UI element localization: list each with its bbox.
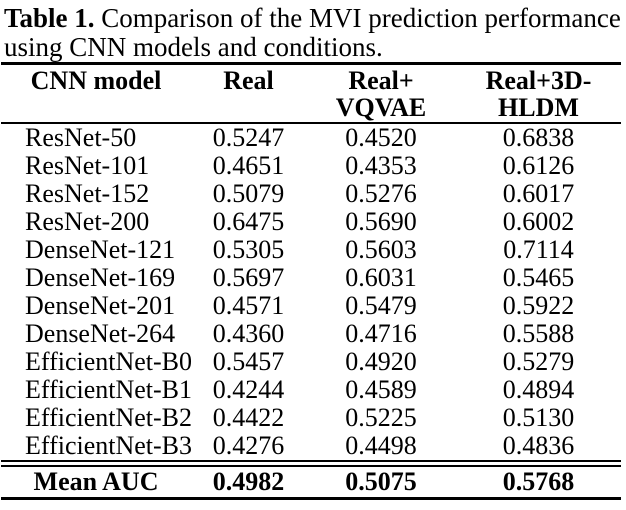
model-cell: EfficientNet-B1 [25, 375, 193, 404]
table-row: DenseNet-121 0.5305 0.5603 0.7114 [1, 236, 621, 264]
caption-label: Table 1. [4, 3, 95, 33]
mean-auc-real-cell: 0.4982 [191, 460, 306, 499]
real-vqvae-cell: 0.4920 [345, 347, 417, 376]
table-row: DenseNet-264 0.4360 0.4716 0.5588 [1, 320, 621, 348]
mean-auc-real-3d-hldm-cell: 0.5768 [456, 460, 621, 499]
real-3d-hldm-cell: 0.6017 [502, 179, 575, 208]
real-cell: 0.4422 [212, 403, 285, 432]
table-row: DenseNet-169 0.5697 0.6031 0.5465 [1, 264, 621, 292]
model-cell: DenseNet-201 [25, 291, 176, 320]
real-cell: 0.5457 [212, 347, 285, 376]
mvi-performance-table: CNN model Real Real+ VQVAE Real+3D- HLDM [1, 62, 621, 500]
model-cell: ResNet-152 [25, 179, 150, 208]
real-3d-hldm-cell: 0.7114 [503, 235, 574, 264]
model-cell: EfficientNet-B3 [25, 431, 193, 460]
real-3d-hldm-cell: 0.4836 [502, 431, 575, 460]
footer-row-mean-auc: Mean AUC 0.4982 0.5075 0.5768 [1, 460, 621, 499]
col-header-cnn-model: CNN model [1, 63, 191, 124]
real-3d-hldm-cell: 0.6126 [502, 151, 575, 180]
model-cell: EfficientNet-B0 [25, 347, 193, 376]
real-cell: 0.4360 [212, 319, 285, 348]
real-3d-hldm-cell: 0.5465 [502, 263, 575, 292]
real-3d-hldm-cell: 0.5922 [502, 291, 575, 320]
real-vqvae-cell: 0.5225 [345, 403, 417, 432]
real-vqvae-cell: 0.4716 [345, 319, 417, 348]
real-3d-hldm-cell: 0.5588 [502, 319, 575, 348]
model-cell: EfficientNet-B2 [25, 403, 193, 432]
table-row: DenseNet-201 0.4571 0.5479 0.5922 [1, 292, 621, 320]
real-cell: 0.5247 [212, 123, 285, 152]
table-row: EfficientNet-B2 0.4422 0.5225 0.5130 [1, 404, 621, 432]
table-body: ResNet-50 0.5247 0.4520 0.6838 ResNet-10… [1, 123, 621, 464]
table-row: EfficientNet-B0 0.5457 0.4920 0.5279 [1, 348, 621, 376]
real-vqvae-cell: 0.6031 [345, 263, 417, 292]
real-vqvae-cell: 0.5690 [345, 207, 417, 236]
real-cell: 0.4244 [212, 375, 285, 404]
table-row: ResNet-101 0.4651 0.4353 0.6126 [1, 152, 621, 180]
real-vqvae-cell: 0.5479 [345, 291, 417, 320]
caption-line-1: Table 1. Comparison of the MVI predictio… [4, 4, 626, 33]
table-footer: Mean AUC 0.4982 0.5075 0.5768 [1, 460, 621, 499]
real-vqvae-cell: 0.4498 [345, 431, 417, 460]
table-row: ResNet-50 0.5247 0.4520 0.6838 [1, 123, 621, 152]
col-header-real-3d-hldm: Real+3D- HLDM [456, 63, 621, 124]
caption-line-2: using CNN models and conditions. [4, 32, 383, 62]
real-3d-hldm-cell: 0.6002 [502, 207, 575, 236]
real-3d-hldm-cell: 0.5130 [502, 403, 575, 432]
real-cell: 0.5697 [212, 263, 285, 292]
real-cell: 0.6475 [212, 207, 285, 236]
real-vqvae-cell: 0.4589 [345, 375, 417, 404]
table-caption: Table 1. Comparison of the MVI predictio… [0, 0, 626, 62]
real-cell: 0.5305 [212, 235, 285, 264]
real-cell: 0.4276 [212, 431, 285, 460]
model-cell: DenseNet-264 [25, 319, 176, 348]
table-row: EfficientNet-B3 0.4276 0.4498 0.4836 [1, 432, 621, 464]
real-cell: 0.4571 [212, 291, 285, 320]
header-row: CNN model Real Real+ VQVAE Real+3D- HLDM [1, 63, 621, 124]
table-row: ResNet-200 0.6475 0.5690 0.6002 [1, 208, 621, 236]
table-row: ResNet-152 0.5079 0.5276 0.6017 [1, 180, 621, 208]
model-cell: ResNet-200 [25, 207, 150, 236]
mean-auc-label-cell: Mean AUC [1, 460, 191, 499]
real-3d-hldm-cell: 0.6838 [502, 123, 575, 152]
caption-text: Comparison of the MVI prediction perform… [101, 3, 621, 33]
col-header-real: Real [191, 63, 306, 124]
real-vqvae-cell: 0.5276 [345, 179, 417, 208]
real-vqvae-cell: 0.4520 [345, 123, 417, 152]
real-cell: 0.5079 [212, 179, 285, 208]
model-cell: ResNet-50 [25, 123, 137, 152]
table-row: EfficientNet-B1 0.4244 0.4589 0.4894 [1, 376, 621, 404]
real-3d-hldm-cell: 0.5279 [502, 347, 575, 376]
mean-auc-real-vqvae-cell: 0.5075 [306, 460, 456, 499]
real-vqvae-cell: 0.5603 [345, 235, 417, 264]
model-cell: ResNet-101 [25, 151, 150, 180]
table-header: CNN model Real Real+ VQVAE Real+3D- HLDM [1, 63, 621, 124]
real-cell: 0.4651 [212, 151, 285, 180]
model-cell: DenseNet-121 [25, 235, 176, 264]
col-header-real-vqvae: Real+ VQVAE [306, 63, 456, 124]
model-cell: DenseNet-169 [25, 263, 176, 292]
real-vqvae-cell: 0.4353 [345, 151, 417, 180]
real-3d-hldm-cell: 0.4894 [502, 375, 575, 404]
